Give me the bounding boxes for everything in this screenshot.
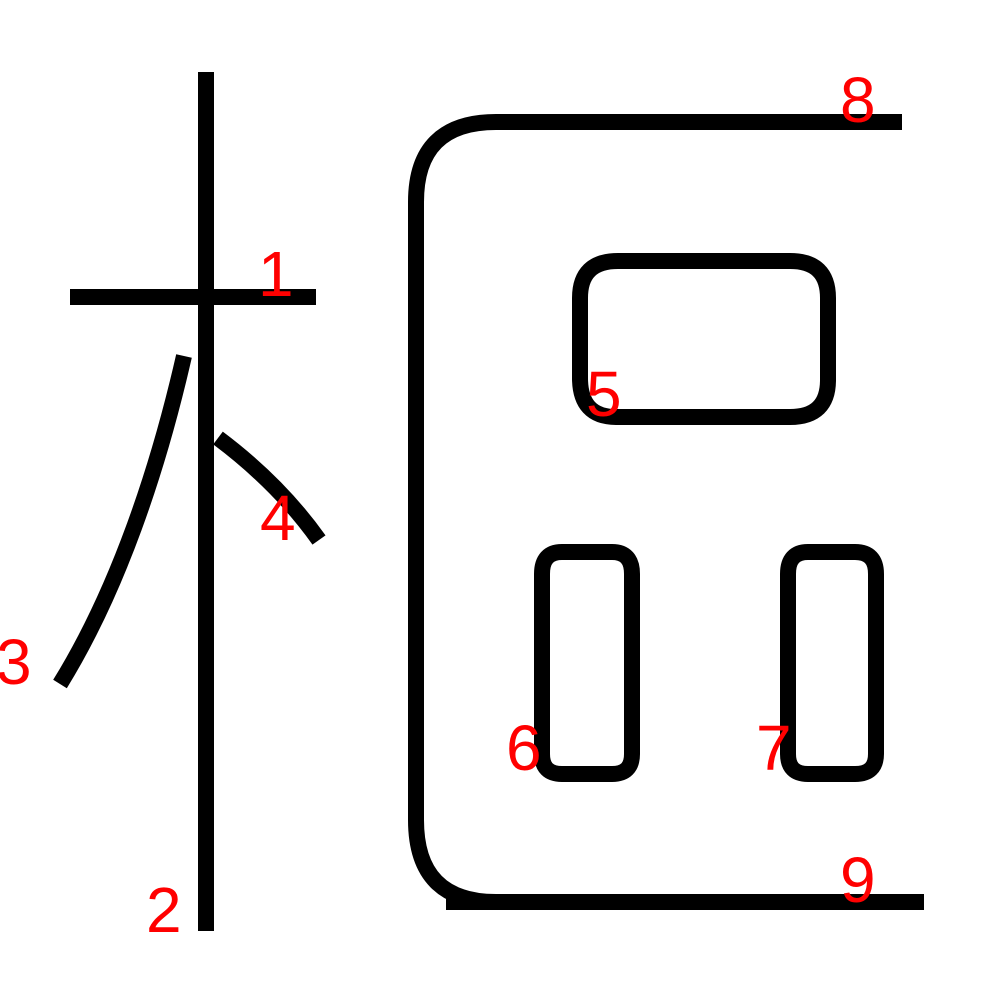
stroke-number-2: 2 [146,874,182,946]
stroke-number-7: 7 [756,712,792,784]
stroke-7-path [780,544,884,782]
stroke-5-path [572,253,836,425]
stroke-3-path [53,354,192,689]
stroke-number-6: 6 [506,712,542,784]
stroke-number-3: 3 [0,626,32,698]
stroke-number-5: 5 [586,358,622,430]
stroke-6-path [534,544,640,782]
stroke-number-8: 8 [840,64,876,136]
stroke-4-path [213,431,326,545]
stroke-8-path [408,114,902,910]
stroke-number-4: 4 [260,482,296,554]
stroke-number-1: 1 [258,238,294,310]
stroke-number-9: 9 [840,844,876,916]
